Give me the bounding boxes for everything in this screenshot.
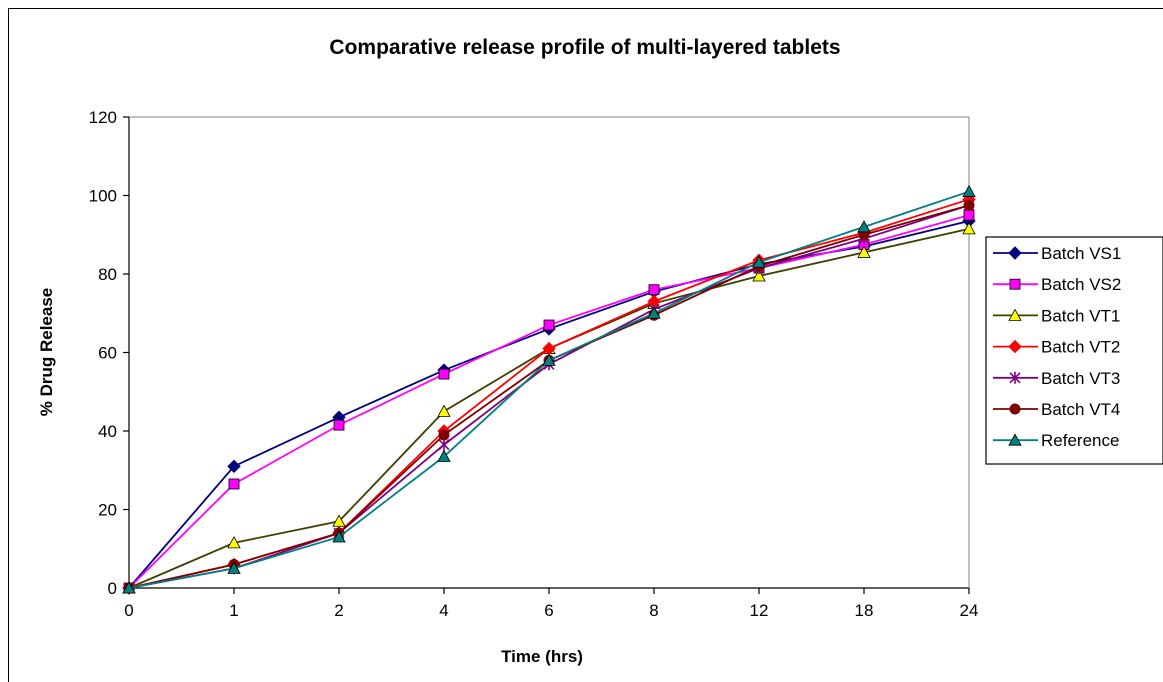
data-point-batch-vt4 (963, 199, 975, 211)
data-point-reference (857, 220, 871, 233)
legend-label: Batch VT1 (1041, 306, 1120, 325)
data-point-batch-vt4 (438, 429, 450, 441)
series-batch-vt3 (123, 199, 975, 594)
series-batch-vt1 (122, 222, 976, 594)
data-point-batch-vt1 (332, 514, 346, 527)
legend-item-batch-vt3: Batch VT3 (993, 369, 1120, 388)
x-axis-label: Time (hrs) (501, 647, 583, 666)
data-point-batch-vt3 (438, 438, 450, 451)
legend-swatch-marker (1009, 278, 1021, 290)
legend-item-batch-vs1: Batch VS1 (993, 244, 1121, 263)
data-point-reference (227, 561, 241, 574)
data-point-batch-vt1 (227, 536, 241, 549)
x-tick-label: 0 (124, 601, 133, 620)
legend-label: Reference (1041, 431, 1119, 450)
legend-item-batch-vt2: Batch VT2 (993, 338, 1120, 357)
x-tick-label: 4 (439, 601, 448, 620)
x-tick-label: 18 (855, 601, 874, 620)
legend-swatch-marker (1009, 371, 1021, 384)
legend-label: Batch VT3 (1041, 369, 1120, 388)
series-batch-vs2 (123, 209, 975, 594)
y-tick-label: 0 (108, 579, 117, 598)
x-tick-label: 2 (334, 601, 343, 620)
series-batch-vs1 (122, 214, 976, 595)
y-tick-label: 80 (98, 265, 117, 284)
x-tick-label: 12 (750, 601, 769, 620)
legend: Batch VS1 Batch VS2 Batch VT1 Batch VT2 Batc… (985, 236, 1163, 465)
series-batch-vt2 (122, 192, 976, 595)
legend-swatch-marker (1008, 433, 1022, 446)
legend-swatch-marker (1008, 308, 1022, 321)
data-point-batch-vs2 (543, 319, 555, 331)
legend-label: Batch VT2 (1041, 338, 1120, 357)
legend-swatch-marker (1009, 403, 1021, 415)
y-tick-label: 20 (98, 501, 117, 520)
series-batch-vt4 (123, 199, 975, 594)
y-tick-label: 40 (98, 422, 117, 441)
series-line-batch-vs1 (128, 220, 970, 589)
series-line-batch-vs2 (128, 214, 970, 589)
data-point-batch-vt1 (962, 222, 976, 235)
legend-item-batch-vs2: Batch VS2 (993, 275, 1121, 294)
data-point-reference (752, 255, 766, 268)
data-point-reference (437, 449, 451, 462)
data-point-reference (962, 184, 976, 197)
x-tick-label: 24 (960, 601, 979, 620)
data-point-batch-vs2 (333, 419, 345, 431)
x-tick-label: 1 (229, 601, 238, 620)
legend-label: Batch VS2 (1041, 275, 1121, 294)
data-point-batch-vt1 (857, 245, 871, 258)
data-point-batch-vs2 (648, 284, 660, 296)
data-point-reference (647, 306, 661, 319)
series-line-batch-vt3 (128, 204, 970, 589)
series-line-batch-vt1 (128, 227, 970, 589)
series-reference (122, 184, 976, 594)
data-point-reference (122, 581, 136, 594)
chart-title: Comparative release profile of multi-lay… (329, 36, 840, 59)
data-point-batch-vt1 (437, 404, 451, 417)
legend-item-reference: Reference (993, 431, 1119, 450)
legend-item-batch-vt4: Batch VT4 (993, 400, 1120, 419)
legend-swatch-marker (1008, 339, 1022, 354)
data-point-batch-vt1 (752, 269, 766, 282)
x-tick-label: 6 (544, 601, 553, 620)
legend-swatch-marker (1008, 246, 1022, 260)
y-tick-label: 60 (98, 344, 117, 363)
data-point-batch-vs2 (228, 478, 240, 490)
x-tick-label: 8 (649, 601, 658, 620)
y-axis-label: % Drug Release (37, 288, 56, 417)
legend-label: Batch VT4 (1041, 400, 1120, 419)
data-point-batch-vs2 (438, 368, 450, 380)
legend-item-batch-vt1: Batch VT1 (993, 306, 1120, 325)
series-line-reference (128, 190, 970, 589)
series-line-batch-vt4 (128, 204, 970, 589)
data-point-batch-vs2 (963, 209, 975, 221)
data-point-batch-vs1 (227, 459, 241, 474)
legend-label: Batch VS1 (1041, 244, 1121, 263)
data-point-reference (542, 353, 556, 366)
y-tick-label: 100 (89, 187, 117, 206)
data-point-reference (332, 530, 346, 543)
y-tick-label: 120 (89, 108, 117, 127)
